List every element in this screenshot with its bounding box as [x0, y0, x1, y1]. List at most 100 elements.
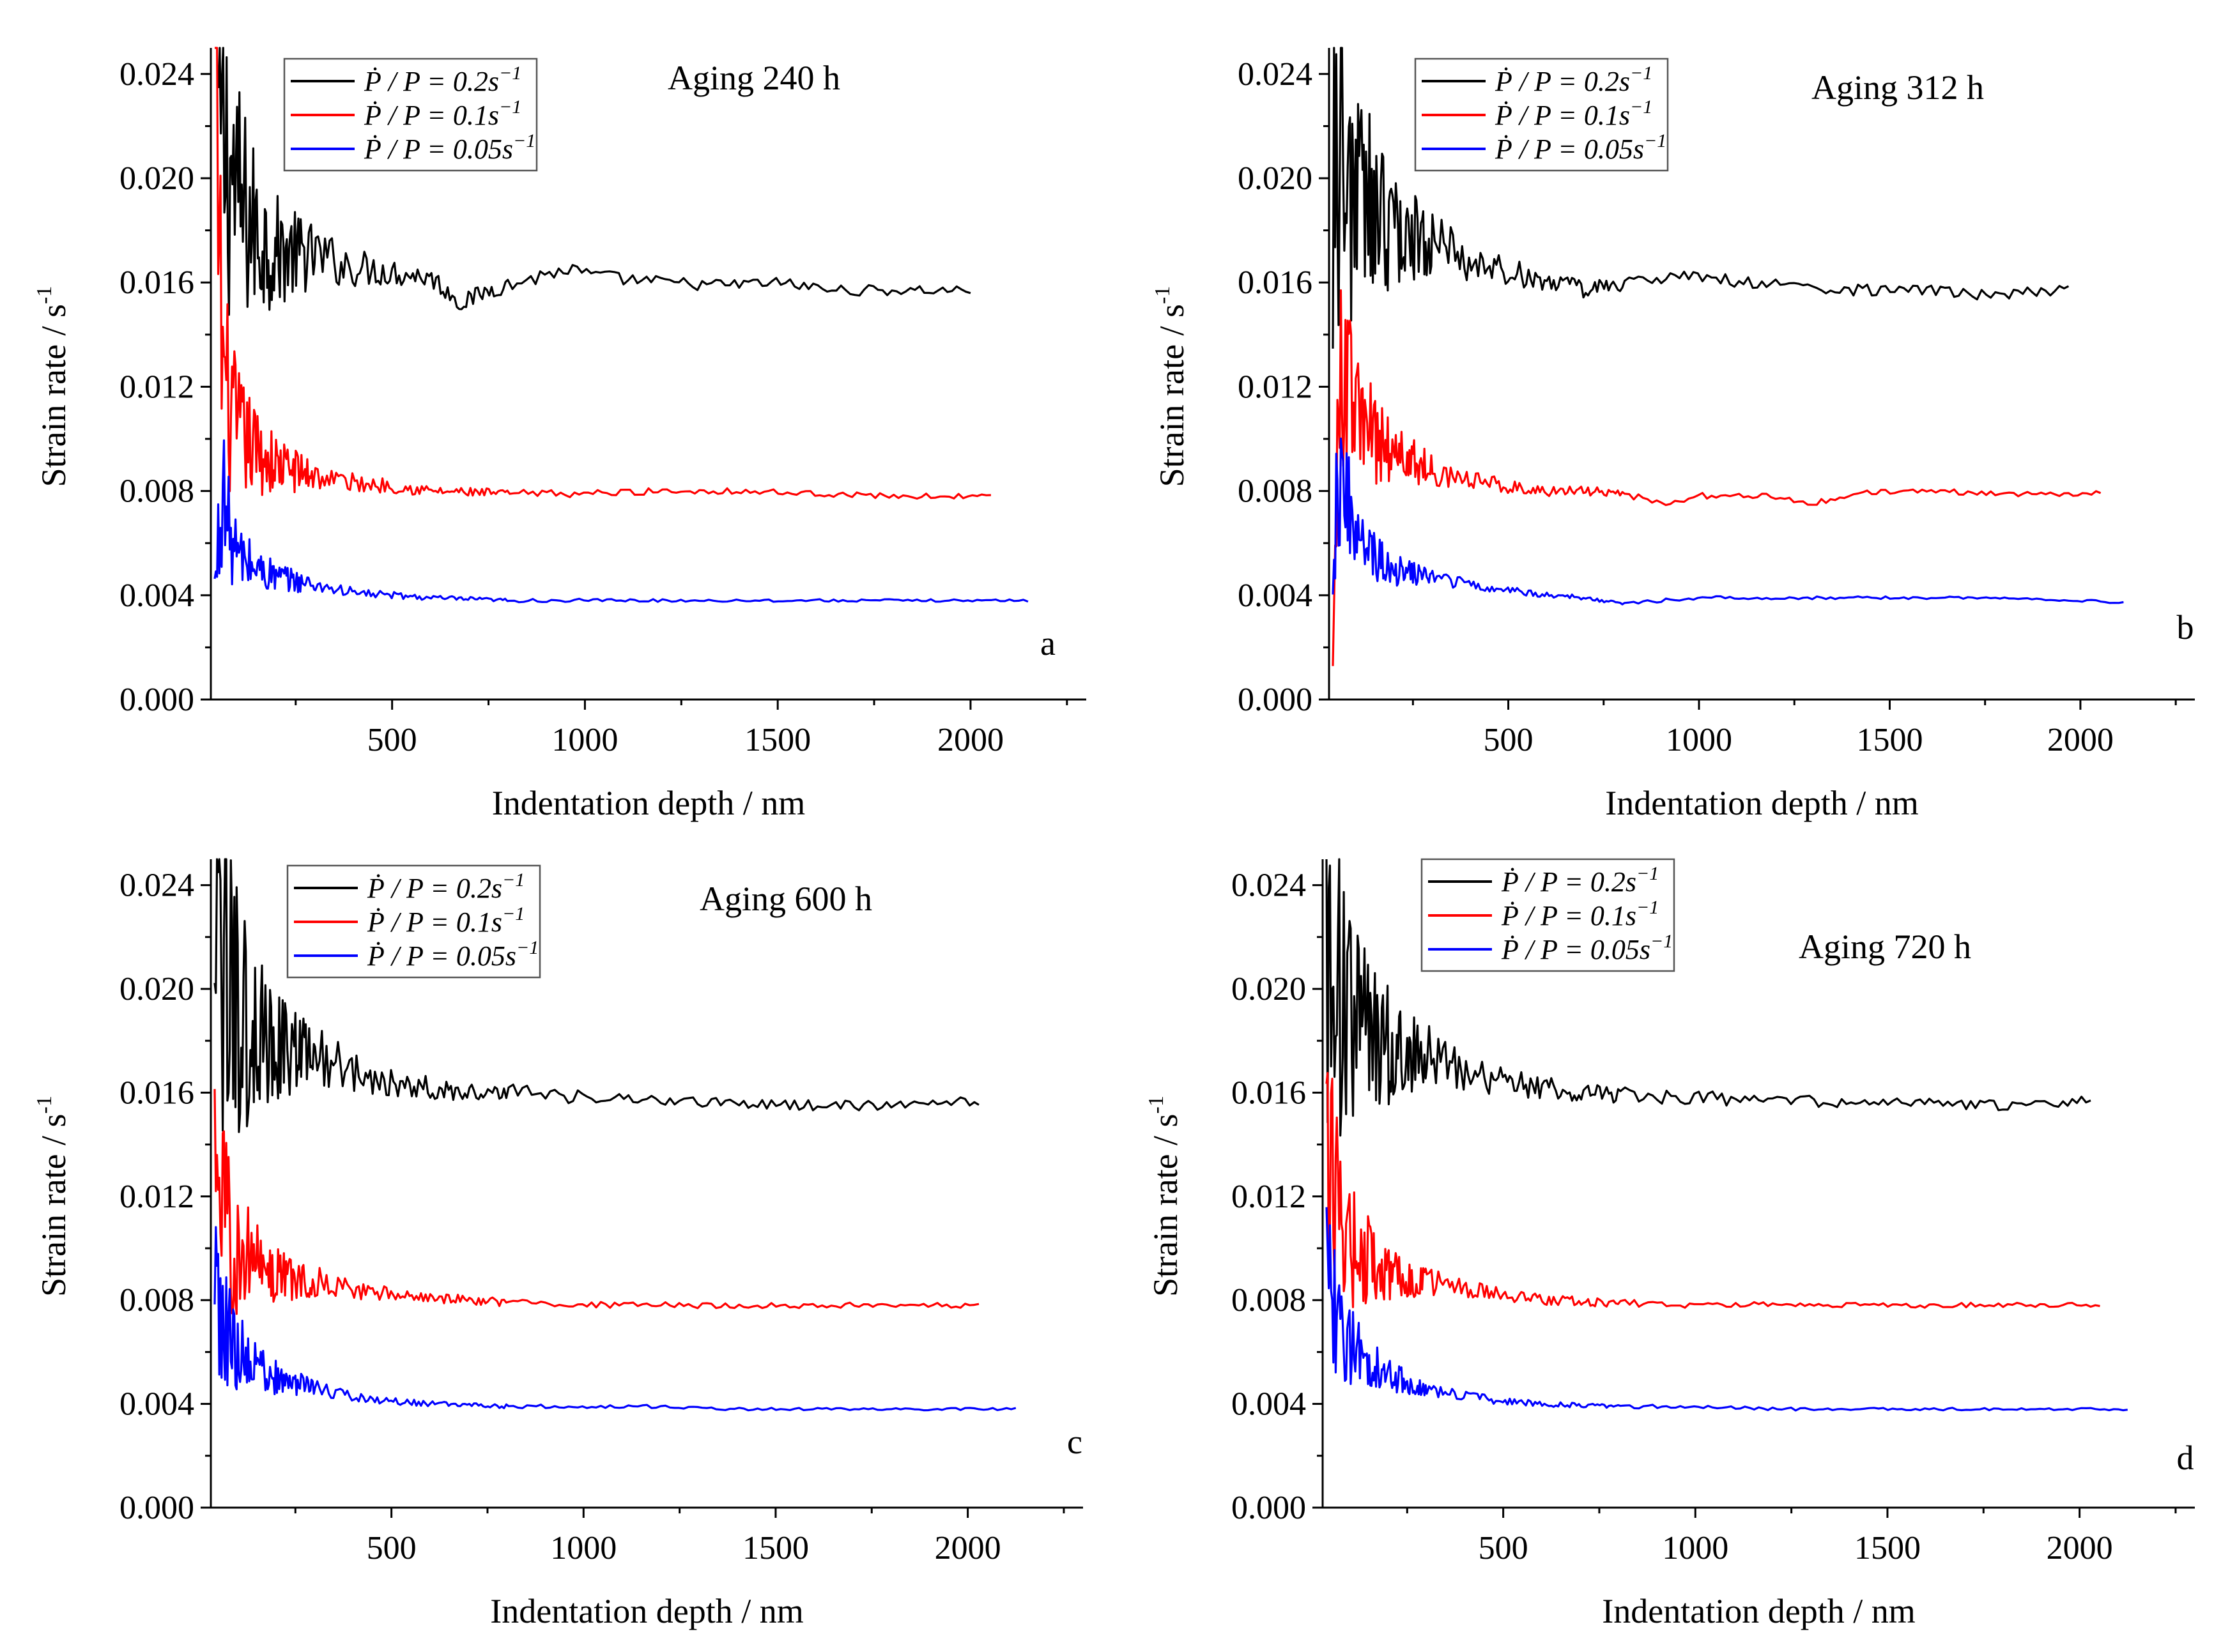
- y-tick-label: 0.016: [119, 1075, 194, 1111]
- y-tick-label: 0.004: [119, 1386, 194, 1423]
- y-axis-title-exponent: -1: [1151, 286, 1174, 304]
- x-tick-label: 2000: [937, 722, 1004, 758]
- y-axis-title-exponent: -1: [1144, 1096, 1168, 1113]
- y-tick-label: 0.004: [119, 577, 194, 614]
- x-tick-label: 500: [1484, 722, 1534, 758]
- y-tick-label: 0.024: [1238, 56, 1312, 93]
- y-tick-label: 0.020: [119, 160, 194, 197]
- y-tick-label: 0.000: [1238, 682, 1312, 718]
- y-tick-label: 0.024: [1231, 868, 1306, 904]
- legend-label-1: Ṗ / P = 0.1s−1: [364, 96, 521, 131]
- y-tick-label: 0.012: [1238, 369, 1312, 405]
- x-axis-title: Indentation depth / nm: [1602, 1592, 1915, 1630]
- x-tick-label: 1000: [1666, 722, 1732, 758]
- legend-label-main: Ṗ / P = 0.05s: [367, 940, 516, 972]
- legend-label-exp: −1: [1636, 863, 1659, 884]
- y-tick-label: 0.016: [1231, 1075, 1306, 1111]
- y-axis-title: Strain rate / s-1: [33, 286, 73, 487]
- y-tick-label: 0.008: [1238, 473, 1312, 510]
- y-tick-label: 0.000: [119, 682, 194, 718]
- chart-panel-b: 0.000 0.004 0.008 0.012 0.016 0.020 0.024 500 10…: [1151, 47, 2195, 822]
- panel-title: Aging 720 h: [1799, 928, 1971, 966]
- x-axis-title: Indentation depth / nm: [1605, 784, 1918, 822]
- legend-label-exp: −1: [513, 130, 535, 151]
- y-tick-label: 0.004: [1231, 1386, 1306, 1423]
- legend-label-main: Ṗ / P = 0.2s: [364, 66, 499, 97]
- legend-label-0: Ṗ / P = 0.2s−1: [364, 63, 521, 97]
- legend-label-1: Ṗ / P = 0.1s−1: [1501, 897, 1659, 931]
- series-line-1: [215, 47, 991, 500]
- panel-letter: d: [2177, 1439, 2194, 1477]
- x-axis-title: Indentation depth / nm: [490, 1592, 803, 1630]
- series-line-0: [1332, 47, 2070, 349]
- legend-label-0: Ṗ / P = 0.2s−1: [1501, 863, 1659, 898]
- legend-label-main: Ṗ / P = 0.05s: [1501, 934, 1650, 965]
- chart-panel-c: 0.000 0.004 0.008 0.012 0.016 0.020 0.024 500 10…: [33, 858, 1083, 1630]
- x-tick-label: 2000: [2047, 722, 2114, 758]
- y-tick-label: 0.012: [119, 1179, 194, 1215]
- legend-label-main: Ṗ / P = 0.2s: [1495, 66, 1630, 97]
- panel-title: Aging 240 h: [668, 59, 840, 97]
- chart-panel-a: 0.000 0.004 0.008 0.012 0.016 0.020 0.024 500 10…: [33, 47, 1086, 822]
- legend-label-2: Ṗ / P = 0.05s−1: [1501, 931, 1673, 965]
- y-axis-title-exponent: -1: [33, 286, 56, 304]
- y-axis-title: Strain rate / s-1: [33, 1096, 73, 1297]
- y-tick-label: 0.020: [119, 971, 194, 1007]
- x-tick-label: 1500: [742, 1530, 809, 1566]
- series-line-2: [213, 1226, 1017, 1412]
- y-tick-label: 0.008: [1231, 1282, 1306, 1319]
- legend-label-1: Ṗ / P = 0.1s−1: [1495, 96, 1652, 131]
- series-line-0: [217, 47, 971, 316]
- x-tick-label: 500: [367, 722, 417, 758]
- legend: Ṗ / P = 0.2s−1Ṗ / P = 0.1s−1Ṗ / P = 0.05…: [286, 864, 541, 979]
- legend-label-exp: −1: [516, 937, 539, 958]
- panel-letter: a: [1040, 624, 1056, 662]
- legend-label-exp: −1: [499, 63, 521, 84]
- y-axis-title-text: Strain rate / s: [35, 304, 73, 487]
- panel-title: Aging 600 h: [700, 880, 872, 918]
- legend-label-exp: −1: [499, 96, 521, 118]
- y-axis-title-exponent: -1: [33, 1096, 56, 1113]
- x-tick-label: 500: [367, 1530, 417, 1566]
- x-axis-title: Indentation depth / nm: [492, 784, 805, 822]
- panel-letter: b: [2177, 608, 2194, 646]
- x-tick-label: 2000: [935, 1530, 1001, 1566]
- series-line-1: [213, 1089, 980, 1315]
- legend-label-main: Ṗ / P = 0.1s: [364, 100, 499, 131]
- chart-panel-d: 0.000 0.004 0.008 0.012 0.016 0.020 0.024 500 10…: [1144, 858, 2195, 1630]
- y-tick-label: 0.020: [1231, 971, 1306, 1007]
- legend-label-exp: −1: [1630, 63, 1652, 84]
- legend-label-exp: −1: [502, 869, 525, 891]
- legend-label-main: Ṗ / P = 0.2s: [1501, 866, 1636, 898]
- y-axis-title-text: Strain rate / s: [35, 1113, 73, 1296]
- legend-label-main: Ṗ / P = 0.05s: [364, 134, 513, 165]
- legend: Ṗ / P = 0.2s−1Ṗ / P = 0.1s−1Ṗ / P = 0.05…: [1420, 858, 1675, 972]
- x-tick-label: 1000: [1662, 1530, 1728, 1566]
- series-line-2: [1332, 437, 2124, 606]
- legend-label-0: Ṗ / P = 0.2s−1: [367, 869, 525, 904]
- y-tick-label: 0.008: [119, 473, 194, 510]
- legend-label-exp: −1: [1630, 96, 1652, 118]
- x-tick-label: 1500: [744, 722, 811, 758]
- y-tick-label: 0.008: [119, 1282, 194, 1319]
- y-tick-label: 0.000: [1231, 1490, 1306, 1526]
- series-line-0: [213, 858, 980, 1133]
- y-tick-label: 0.012: [119, 369, 194, 405]
- legend-label-exp: −1: [1636, 897, 1659, 918]
- x-tick-label: 1000: [550, 1530, 617, 1566]
- legend-label-main: Ṗ / P = 0.2s: [367, 873, 502, 904]
- series-line-0: [1325, 858, 2091, 1137]
- x-tick-label: 2000: [2047, 1530, 2113, 1566]
- x-tick-label: 1000: [551, 722, 618, 758]
- legend-label-main: Ṗ / P = 0.1s: [367, 906, 502, 938]
- series-line-2: [213, 439, 1029, 604]
- y-axis-title: Strain rate / s-1: [1144, 1096, 1185, 1297]
- legend: Ṗ / P = 0.2s−1Ṗ / P = 0.1s−1Ṗ / P = 0.05…: [283, 57, 538, 172]
- legend-label-main: Ṗ / P = 0.1s: [1495, 100, 1630, 131]
- legend-label-exp: −1: [1644, 130, 1666, 151]
- x-tick-label: 1500: [1856, 722, 1923, 758]
- legend-label-2: Ṗ / P = 0.05s−1: [367, 937, 539, 972]
- series-line-2: [1325, 1207, 2128, 1412]
- panel-title: Aging 312 h: [1811, 68, 1984, 107]
